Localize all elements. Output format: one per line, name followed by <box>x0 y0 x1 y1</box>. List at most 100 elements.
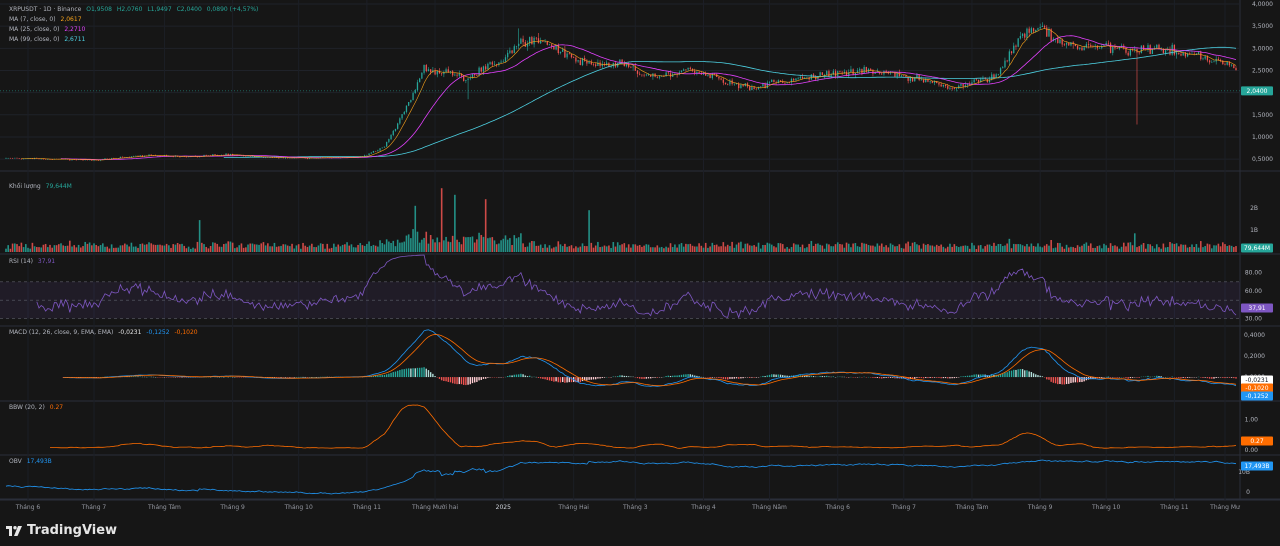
volume-bar <box>1008 238 1011 252</box>
volume-legend[interactable]: Khối lượng 79,644M <box>9 182 72 191</box>
volume-bar <box>84 241 87 252</box>
tradingview-logo[interactable]: TradingView <box>6 522 117 538</box>
volume-bar <box>491 237 494 252</box>
bbw-legend[interactable]: BBW (20, 2) 0.27 <box>9 403 63 412</box>
volume-bar <box>632 244 634 252</box>
candle-body <box>683 69 685 71</box>
macd-hist-bar <box>1129 377 1132 379</box>
volume-bar <box>443 240 445 252</box>
obv-line <box>5 459 1237 495</box>
ma7-legend[interactable]: MA (7, close, 0) 2,0617 <box>9 15 82 24</box>
macd-hist-bar <box>390 372 392 378</box>
volume-bar <box>762 245 764 252</box>
volume-bar <box>995 245 997 252</box>
rsi-badge-bg <box>1241 303 1273 313</box>
candle-body <box>526 43 529 47</box>
volume-bar <box>1180 244 1182 252</box>
volume-bar <box>473 242 476 252</box>
volume-bar <box>823 248 826 252</box>
volume-bar <box>1188 246 1191 252</box>
obv-legend[interactable]: OBV 17,493B <box>9 457 52 466</box>
high-value: H2,0760 <box>116 6 143 13</box>
volume-bar <box>1166 246 1169 252</box>
volume-bar <box>465 237 467 252</box>
volume-bar <box>988 244 991 252</box>
macd-hist-bar <box>788 375 791 378</box>
volume-bar <box>1142 242 1145 252</box>
volume-bar <box>201 242 203 252</box>
candle-body <box>953 88 956 89</box>
candle-body <box>735 83 738 84</box>
volume-bar <box>66 245 69 252</box>
candle-body <box>1101 46 1103 48</box>
volume-bar <box>669 243 672 252</box>
candle-body <box>942 84 945 87</box>
macd-hist-bar <box>388 373 390 378</box>
candle-body <box>1107 42 1110 44</box>
candle-body <box>705 72 707 76</box>
macd-legend[interactable]: MACD (12, 26, close, 9, EMA, EMA) -0,023… <box>9 328 198 337</box>
volume-bar <box>566 246 568 252</box>
ma99-legend[interactable]: MA (99, close, 0) 2,6711 <box>9 35 85 44</box>
macd-hist-bar <box>1081 377 1083 383</box>
candle-body <box>834 71 837 77</box>
volume-bar <box>1043 245 1046 252</box>
macd-hist-bar <box>786 375 788 378</box>
volume-bar <box>834 244 837 252</box>
macd-hist-bar <box>645 377 648 379</box>
macd-hist-bar <box>678 375 681 378</box>
candle-body <box>452 71 454 76</box>
candle-body <box>900 75 903 77</box>
macd-hist-bar <box>729 377 731 379</box>
volume-bar <box>777 243 780 252</box>
volume-bar <box>143 244 146 252</box>
macd-hist-bar <box>969 375 971 378</box>
candle-body <box>689 67 691 69</box>
candle-body <box>390 134 392 140</box>
volume-bar <box>1063 248 1066 252</box>
volume-bar <box>913 242 916 252</box>
candle-body <box>227 153 229 156</box>
macd-line <box>63 329 1237 387</box>
volume-bar <box>889 243 892 252</box>
symbol-label[interactable]: XRPUSDT · 1D · Binance <box>9 6 82 13</box>
candle-body <box>771 79 773 82</box>
macd-badge-bg <box>1241 375 1273 385</box>
volume-bar <box>278 246 280 252</box>
volume-bar <box>223 244 225 252</box>
macd-hist-bar <box>482 377 485 379</box>
macd-hist-bar <box>1024 370 1026 378</box>
volume-bar <box>687 244 689 252</box>
candle-body <box>760 86 762 88</box>
macd-hist-bar <box>905 377 907 379</box>
volume-bar <box>416 231 419 252</box>
volume-bar <box>350 244 353 252</box>
rsi-legend[interactable]: RSI (14) 37,91 <box>9 257 55 266</box>
volume-bar <box>1105 245 1107 252</box>
volume-bar <box>247 244 249 252</box>
volume-bar <box>867 245 870 252</box>
ma25-legend[interactable]: MA (25, close, 0) 2,2710 <box>9 25 85 34</box>
obv-badge: 17,493B <box>1244 463 1269 470</box>
volume-bar <box>885 245 887 252</box>
macd-hist-bar <box>410 368 412 378</box>
volume-bar <box>1037 243 1039 252</box>
volume-bar <box>271 246 274 252</box>
volume-bar <box>377 246 379 252</box>
volume-bar <box>905 243 907 252</box>
candle-body <box>1142 45 1145 50</box>
macd-hist-bar <box>823 376 826 378</box>
volume-bar <box>1039 246 1041 252</box>
macd-hist-bar <box>742 377 744 379</box>
candle-body <box>799 76 801 79</box>
volume-bar <box>1076 245 1079 252</box>
volume-bar <box>942 246 945 252</box>
candle-body <box>700 73 702 75</box>
candle-body <box>436 70 438 75</box>
candle-body <box>685 69 687 71</box>
macd-hist-bar <box>528 375 531 378</box>
volume-bar <box>471 236 474 252</box>
macd-hist-bar <box>385 374 388 378</box>
candle-body <box>1103 45 1105 47</box>
